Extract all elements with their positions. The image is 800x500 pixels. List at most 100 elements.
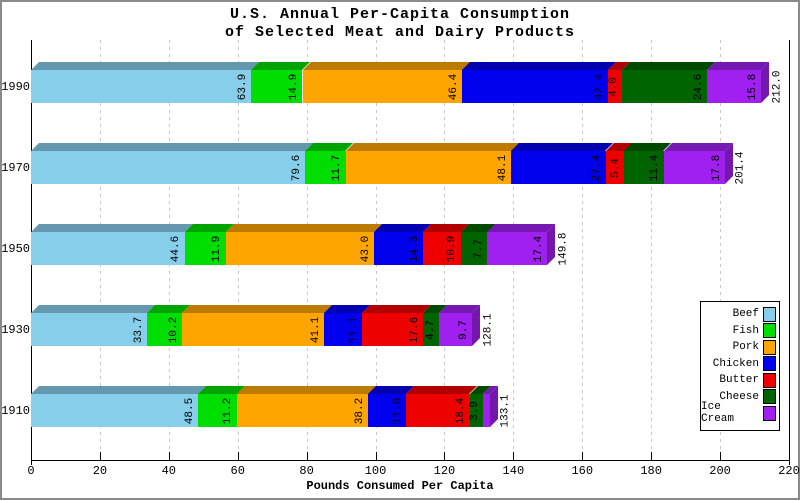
bar-segment-fish: 14.9 (251, 62, 311, 103)
legend-label: Cheese (719, 390, 759, 403)
segment-top-face (663, 143, 733, 151)
x-tick-label: 100 (364, 464, 387, 478)
bar-1950: 44.6 11.9 43.0 14.3 10.9 7.7 17.4 (31, 224, 556, 265)
segment-value-label: 10.9 (446, 235, 459, 262)
segment-value-label: 15.8 (747, 73, 760, 100)
bar-segment-beef: 48.5 (31, 386, 207, 427)
legend-swatch (763, 306, 776, 322)
segment-label-holder: 79.6 (290, 151, 304, 184)
legend-label: Fish (732, 324, 759, 337)
legend-label: Beef (732, 308, 759, 321)
bar-segment-beef: 33.7 (31, 305, 156, 346)
x-tick-label: 180 (640, 464, 662, 478)
legend-swatch (763, 405, 776, 421)
segment-label-holder: 5.4 (609, 151, 623, 184)
bar-segment-fish: 11.2 (198, 386, 245, 427)
segment-label-holder: 11.9 (211, 232, 225, 265)
x-axis-tick-20 (99, 452, 101, 460)
segment-value-label: 43.0 (359, 235, 372, 262)
bar-side-face (724, 143, 733, 184)
segment-value-label: 63.9 (237, 73, 250, 100)
bar-segment-chicken: 14.3 (373, 224, 432, 265)
segment-value-label: 48.1 (497, 154, 510, 181)
bar-segment-pork: 48.1 (345, 143, 520, 184)
bar-total-label: 128.1 (482, 312, 495, 347)
x-axis-tick-120 (444, 452, 446, 460)
legend-item-chicken: Chicken (701, 356, 779, 373)
segment-label-holder: 17.8 (710, 151, 724, 184)
x-axis-tick-60 (237, 452, 239, 460)
segment-label-holder: 38.2 (353, 394, 367, 427)
segment-top-face (406, 386, 478, 394)
bar-segment-chicken: 42.4 (462, 62, 617, 103)
segment-top-face (511, 143, 614, 151)
bar-segment-cheese: 4.7 (422, 305, 447, 346)
segment-label-holder: 63.9 (236, 70, 250, 103)
segment-value-label: 4.0 (608, 76, 621, 97)
bar-side-face (547, 224, 556, 265)
gridline-x-200 (720, 40, 722, 460)
bar-total-label: 149.8 (557, 231, 570, 266)
y-tick-label-1950: 1950 (1, 241, 30, 256)
segment-label-holder: 46.4 (447, 70, 461, 103)
segment-label-holder: 15.8 (746, 70, 760, 103)
legend-label: Butter (719, 374, 759, 387)
segment-top-face (31, 386, 207, 394)
segment-label-holder: 18.4 (455, 394, 469, 427)
segment-value-label: 11.1 (348, 316, 361, 343)
gridline-x-160 (582, 40, 584, 460)
legend-swatch (763, 323, 776, 339)
x-tick-label: 80 (299, 464, 314, 478)
segment-label-holder: 10.9 (446, 232, 460, 265)
bar-segment-pork: 38.2 (236, 386, 377, 427)
legend-swatch (763, 356, 776, 372)
segment-label-holder: 44.6 (170, 232, 184, 265)
segment-value-label: 10.2 (168, 316, 181, 343)
bar-total-holder: 212.0 (770, 70, 784, 103)
bar-total-holder: 128.1 (481, 313, 495, 346)
y-tick-label-1990: 1990 (1, 79, 30, 94)
bar-segment-cheese: 24.6 (622, 62, 715, 103)
segment-top-face (302, 62, 471, 70)
bar-segment-fish: 11.9 (184, 224, 234, 265)
segment-value-label: 14.9 (288, 73, 301, 100)
segment-value-label: 46.4 (448, 73, 461, 100)
x-axis-tick-200 (720, 452, 722, 460)
segment-value-label: 48.5 (184, 397, 197, 424)
bar-segment-cheese: 11.4 (624, 143, 672, 184)
segment-label-holder: 11.7 (331, 151, 345, 184)
segment-top-face (251, 62, 311, 70)
bar-segment-ice-cream: 17.8 (663, 143, 733, 184)
segment-top-face (31, 224, 193, 232)
segment-label-holder: 48.5 (183, 394, 197, 427)
x-axis-tick-140 (513, 452, 515, 460)
segment-value-label: 17.6 (408, 316, 421, 343)
segment-top-face (487, 224, 556, 232)
legend-item-beef: Beef (701, 306, 779, 323)
segment-value-label: 79.6 (291, 154, 304, 181)
x-axis-tick-160 (582, 452, 584, 460)
bar-side-face (761, 62, 770, 103)
segment-label-holder: 27.4 (591, 151, 605, 184)
x-tick-label: 120 (433, 464, 456, 478)
segment-label-holder: 4.0 (607, 70, 621, 103)
legend-swatch (763, 389, 776, 405)
segment-value-label: 11.9 (211, 235, 224, 262)
legend-item-butter: Butter (701, 372, 779, 389)
segment-value-label: 11.0 (392, 397, 405, 424)
x-axis-line (31, 460, 790, 461)
segment-label-holder: 7.7 (472, 232, 486, 265)
segment-value-label: 38.2 (354, 397, 367, 424)
x-tick-label: 40 (161, 464, 177, 478)
bar-1990: 63.9 14.9 46.4 42.4 4.0 24.6 15.8 (31, 62, 770, 103)
legend-label: Pork (732, 341, 759, 354)
segment-value-label: 17.4 (533, 235, 546, 262)
segment-top-face (31, 62, 260, 70)
segment-value-label: 3.9 (469, 400, 482, 421)
bar-segment-ice-cream: 9.7 (438, 305, 481, 346)
segment-label-holder: 33.7 (132, 313, 146, 346)
bar-segment-ice-cream: 17.4 (487, 224, 556, 265)
segment-value-label: 9.7 (458, 319, 471, 340)
segment-label-holder: 10.2 (167, 313, 181, 346)
legend-item-fish: Fish (701, 323, 779, 340)
